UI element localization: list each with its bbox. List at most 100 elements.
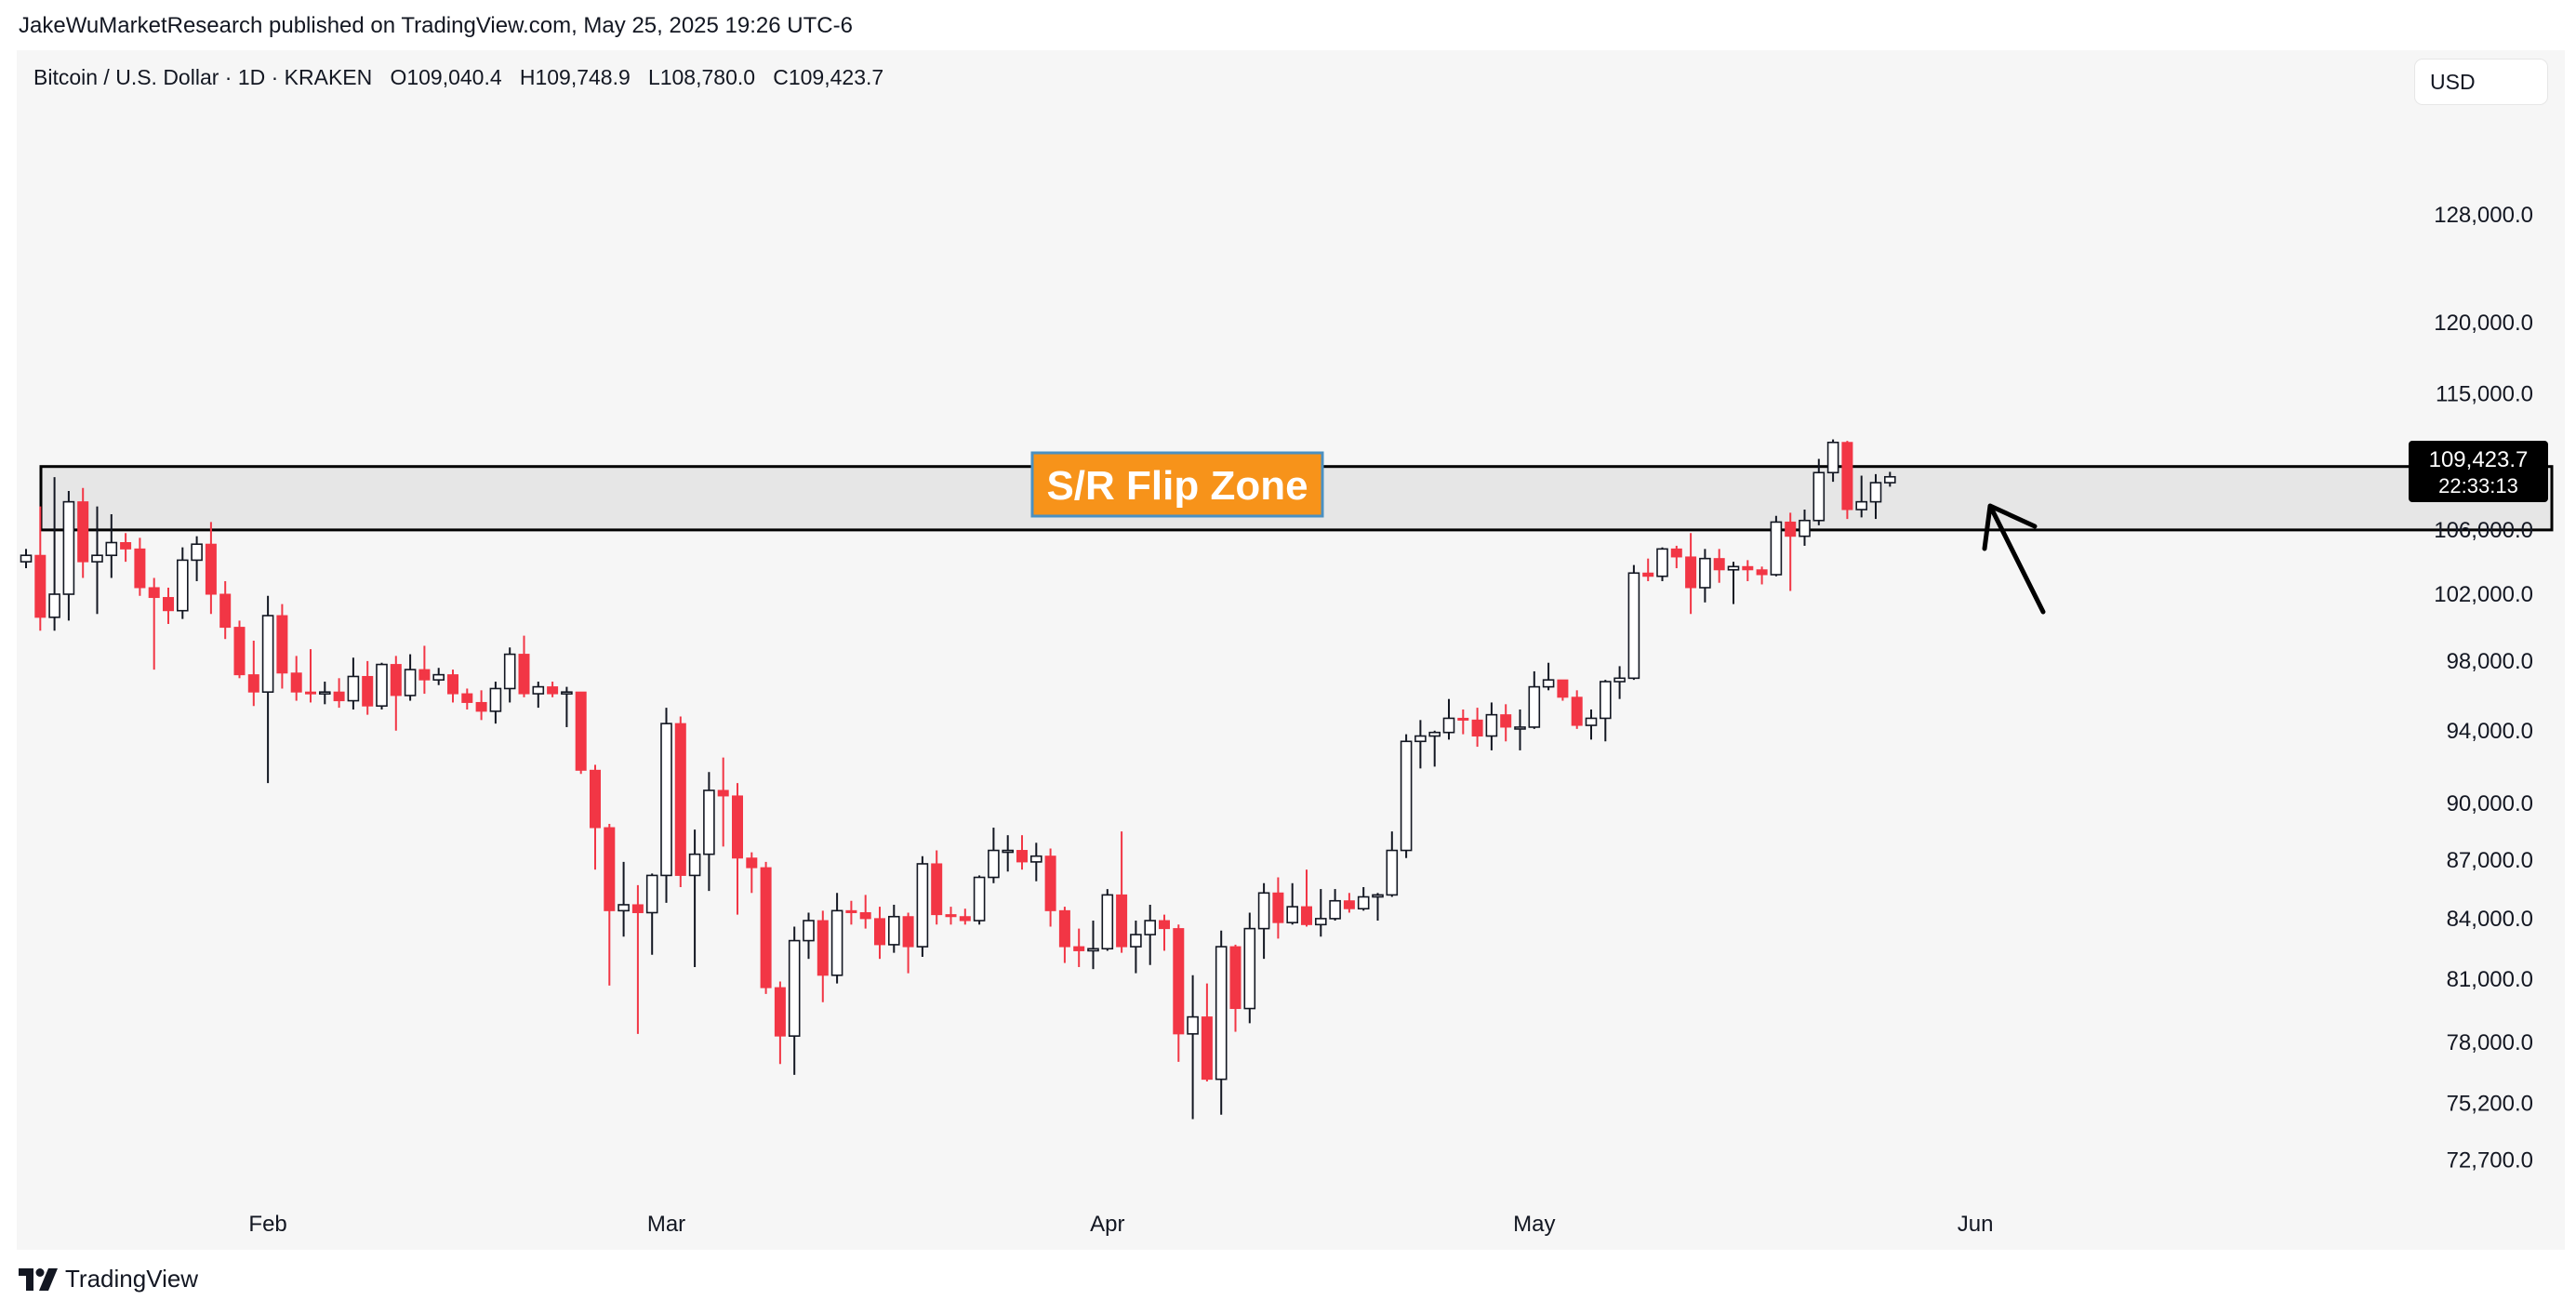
candle-body [1257, 892, 1270, 930]
candle [1528, 670, 1541, 729]
ohlc-open: O109,040.4 [390, 65, 502, 89]
candle [62, 491, 75, 621]
candle [931, 850, 943, 925]
candle-body [902, 916, 914, 948]
y-tick-label: 81,000.0 [2447, 967, 2533, 992]
candle [1301, 869, 1312, 927]
candle-body [703, 789, 715, 855]
candle-body [1173, 928, 1185, 1035]
candle [859, 895, 871, 929]
candle-body [48, 593, 60, 618]
candle-body [988, 849, 1000, 879]
zone-label[interactable]: S/R Flip Zone [1030, 451, 1324, 518]
symbol-name[interactable]: Bitcoin / U.S. Dollar · 1D · KRAKEN [33, 65, 373, 89]
chart-panel[interactable] [17, 50, 2565, 1250]
candle [774, 981, 786, 1065]
candle-body [1785, 521, 1797, 537]
candle-body [461, 693, 473, 703]
candle-body [1101, 894, 1114, 950]
candle-body [333, 691, 345, 702]
price-axis[interactable]: 128,000.0 120,000.0 115,000.0 106,000.0 102,… [2434, 203, 2533, 1173]
y-tick-label: 115,000.0 [2436, 381, 2533, 406]
candle-body [1457, 717, 1469, 721]
candle-body [404, 669, 417, 696]
candle-body [1058, 909, 1070, 948]
y-tick-label: 75,200.0 [2447, 1092, 2533, 1117]
candle-body [34, 554, 46, 618]
candle-body [418, 669, 431, 681]
x-tick-label: Feb [248, 1212, 286, 1237]
candle-body [1812, 471, 1826, 522]
candle [1713, 549, 1725, 583]
arrow-annotation[interactable] [1982, 503, 2046, 615]
candle-body [20, 554, 33, 563]
candle [1742, 560, 1754, 581]
candle [845, 900, 857, 925]
candle-body [1642, 572, 1654, 577]
candle [347, 657, 360, 710]
candle-body [887, 915, 900, 946]
candle-body [959, 916, 971, 922]
candle-body [1713, 558, 1725, 571]
candle-body [945, 914, 957, 918]
candle [1414, 720, 1427, 769]
candle [1272, 877, 1284, 939]
candle-body [631, 904, 644, 913]
time-axis[interactable]: Feb Mar Apr May Jun [248, 1212, 1993, 1237]
candle-body [148, 587, 160, 599]
x-tick-label: Apr [1090, 1212, 1124, 1237]
candle-body [1357, 895, 1370, 910]
candle-body [590, 769, 601, 829]
candle [1144, 904, 1156, 965]
candle-body [276, 615, 288, 674]
candle-body [219, 593, 232, 629]
candle-body [1073, 946, 1085, 951]
candle-body [447, 674, 458, 695]
candle-body [77, 501, 89, 563]
candle [461, 688, 473, 710]
candle-body [1159, 920, 1170, 930]
candle [390, 656, 402, 731]
candle [631, 884, 644, 1034]
candle [1372, 893, 1384, 922]
candle [105, 514, 118, 578]
candle [575, 691, 587, 775]
candle-body [732, 795, 743, 859]
candle [732, 783, 743, 915]
candle-body [1201, 1016, 1213, 1081]
candle-body [1343, 900, 1355, 909]
candle [120, 533, 132, 563]
candle [660, 708, 672, 903]
candle [318, 682, 331, 705]
candle [604, 824, 616, 986]
candle [547, 682, 559, 697]
candle [1884, 471, 1896, 487]
candle-body [803, 920, 815, 942]
candle-body [1500, 714, 1512, 728]
candle [1243, 912, 1256, 1024]
y-tick-label: 78,000.0 [2447, 1030, 2533, 1055]
candle [959, 908, 971, 925]
tradingview-brand[interactable]: TradingView [19, 1265, 198, 1293]
candle [1685, 533, 1697, 615]
candle [1600, 680, 1612, 742]
candle [233, 620, 246, 679]
candle [1500, 704, 1512, 742]
candle-body [347, 675, 360, 702]
candle [788, 926, 801, 1075]
candle [1187, 975, 1199, 1120]
currency-button[interactable]: USD [2415, 60, 2547, 104]
candle-body [1315, 918, 1327, 926]
candle [645, 873, 658, 955]
y-tick-label: 106,000.0 [2434, 518, 2533, 543]
tradingview-logo-icon [19, 1267, 58, 1291]
candle-body [1557, 679, 1569, 698]
candle [1799, 509, 1811, 546]
candle [1812, 458, 1826, 525]
candle [1016, 835, 1028, 870]
candle [1656, 547, 1668, 581]
candle [916, 855, 929, 957]
candle-body [1187, 1015, 1199, 1035]
candle [1670, 545, 1682, 569]
